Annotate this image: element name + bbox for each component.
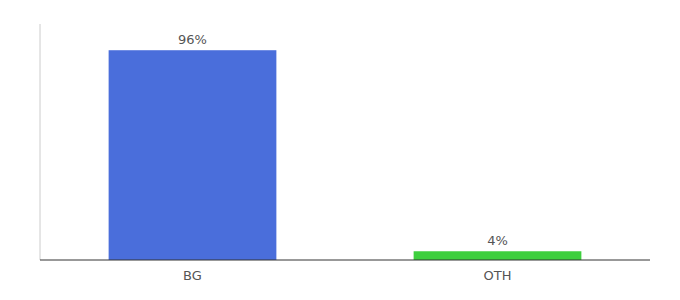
bar (414, 251, 582, 260)
chart-svg: BG OTH 96% 4% (0, 0, 680, 300)
data-label: 96% (178, 32, 207, 47)
bar (109, 50, 277, 260)
bars (109, 50, 582, 260)
chart-container: BG OTH 96% 4% (0, 0, 680, 300)
x-tick-label: OTH (484, 268, 512, 283)
x-tick-label: BG (183, 268, 202, 283)
x-axis-line (40, 260, 650, 261)
y-axis-line (40, 24, 41, 260)
data-label: 4% (487, 233, 508, 248)
